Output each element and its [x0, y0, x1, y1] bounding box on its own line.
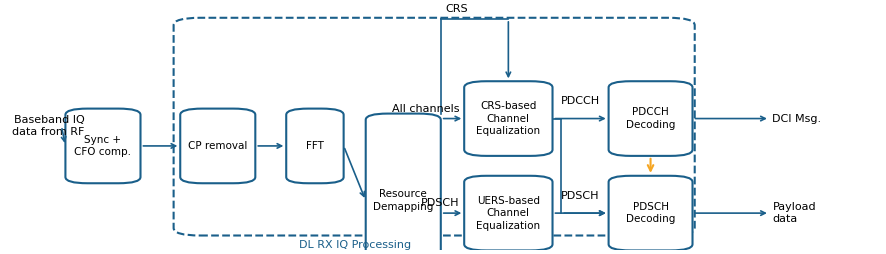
FancyBboxPatch shape: [464, 81, 553, 156]
Text: PDSCH: PDSCH: [562, 191, 600, 201]
Text: Payload
data: Payload data: [773, 202, 816, 224]
FancyBboxPatch shape: [180, 109, 255, 183]
Text: PDSCH: PDSCH: [421, 198, 460, 208]
Text: UERS-based
Channel
Equalization: UERS-based Channel Equalization: [477, 196, 540, 231]
Text: All channels: All channels: [392, 104, 460, 114]
Text: CP removal: CP removal: [188, 141, 247, 151]
FancyBboxPatch shape: [609, 81, 693, 156]
Text: DL RX IQ Processing: DL RX IQ Processing: [299, 241, 411, 250]
Text: CRS-based
Channel
Equalization: CRS-based Channel Equalization: [477, 101, 540, 136]
Text: Baseband IQ
data from RF: Baseband IQ data from RF: [12, 115, 84, 137]
Text: CRS: CRS: [445, 4, 468, 14]
FancyBboxPatch shape: [464, 176, 553, 250]
Text: FFT: FFT: [306, 141, 324, 151]
Text: PDCCH
Decoding: PDCCH Decoding: [626, 107, 675, 130]
FancyBboxPatch shape: [366, 114, 441, 254]
Text: PDCCH: PDCCH: [561, 96, 600, 106]
Text: Resource
Demapping: Resource Demapping: [373, 189, 433, 212]
FancyBboxPatch shape: [609, 176, 693, 250]
FancyBboxPatch shape: [66, 109, 141, 183]
Text: PDSCH
Decoding: PDSCH Decoding: [626, 202, 675, 224]
Text: Sync +
CFO comp.: Sync + CFO comp.: [74, 135, 131, 157]
Text: DCI Msg.: DCI Msg.: [773, 114, 821, 123]
FancyBboxPatch shape: [286, 109, 344, 183]
